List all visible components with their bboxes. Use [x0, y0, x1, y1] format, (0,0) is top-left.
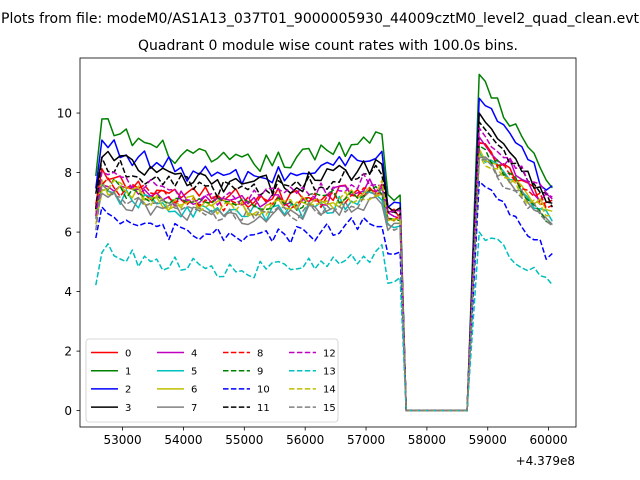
- x-tick-label: 54000: [164, 433, 202, 447]
- legend-frame: [85, 338, 339, 423]
- y-tick-label: 4: [64, 285, 72, 299]
- plot-area: [95, 73, 553, 412]
- chart-title: Quadrant 0 module wise count rates with …: [138, 38, 518, 54]
- series-13-line: [95, 231, 553, 412]
- legend-label-12: 12: [323, 348, 336, 359]
- legend-label-0: 0: [125, 348, 131, 359]
- x-tick-label: 53000: [104, 433, 142, 447]
- axes: 53000 54000 55000 56000 57000 58000 59000 60000…: [57, 57, 577, 447]
- legend-label-5: 5: [191, 367, 197, 378]
- legend-label-8: 8: [257, 348, 263, 359]
- legend-label-11: 11: [257, 403, 270, 414]
- x-offset-text: +4.379e8: [516, 454, 575, 468]
- legend-label-13: 13: [323, 367, 336, 378]
- legend-label-15: 15: [323, 403, 336, 414]
- series-10-line: [95, 180, 553, 412]
- x-tick-label: 56000: [286, 433, 324, 447]
- x-tick-label: 58000: [408, 433, 446, 447]
- legend-label-3: 3: [125, 403, 131, 414]
- series-12-line: [95, 127, 553, 412]
- y-tick-label: 6: [64, 225, 72, 239]
- legend-label-10: 10: [257, 385, 270, 396]
- series-lines: [95, 73, 553, 412]
- legend-label-9: 9: [257, 367, 263, 378]
- series-15-line: [95, 158, 553, 412]
- y-tick-label: 8: [64, 166, 72, 180]
- x-tick-label: 57000: [347, 433, 385, 447]
- axes-frame: [79, 57, 577, 428]
- legend-label-6: 6: [191, 385, 197, 396]
- legend-label-1: 1: [125, 367, 131, 378]
- legend-label-4: 4: [191, 348, 197, 359]
- figure-suptitle: Plots from file: modeM0/AS1A13_037T01_90…: [1, 11, 639, 27]
- legend-label-7: 7: [191, 403, 197, 414]
- series-8-line: [95, 142, 553, 412]
- y-tick-label: 2: [64, 344, 72, 358]
- x-tick-label: 60000: [530, 433, 568, 447]
- legend-label-14: 14: [323, 385, 336, 396]
- series-11-line: [95, 121, 553, 412]
- x-tick-label: 59000: [469, 433, 507, 447]
- x-tick-label: 55000: [225, 433, 263, 447]
- y-tick-label: 10: [57, 106, 72, 120]
- legend-label-2: 2: [125, 385, 131, 396]
- y-tick-label: 0: [64, 404, 72, 418]
